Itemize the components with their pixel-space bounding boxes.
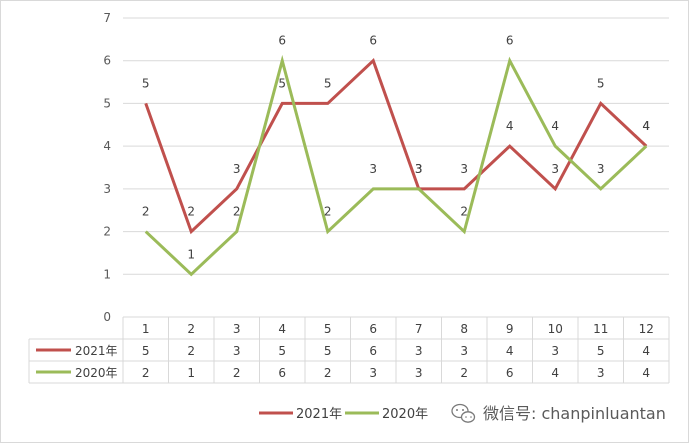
table-cell: 5 <box>278 344 286 358</box>
series-lines <box>146 61 647 275</box>
data-label: 6 <box>369 34 377 48</box>
x-tick-label: 12 <box>639 322 654 336</box>
y-tick-label: 2 <box>103 225 111 239</box>
x-tick-label: 4 <box>278 322 286 336</box>
table-cell: 5 <box>142 344 150 358</box>
y-tick-label: 3 <box>103 182 111 196</box>
legend: 2021年 2020年 <box>259 407 428 422</box>
table-cell: 6 <box>506 366 514 380</box>
x-tick-label: 2 <box>187 322 195 336</box>
data-label: 5 <box>142 76 150 90</box>
y-axis-ticks: 0 1 2 3 4 5 6 7 <box>103 11 111 324</box>
table-cell: 3 <box>551 344 559 358</box>
data-label: 3 <box>551 162 559 176</box>
table-cell: 2 <box>460 366 468 380</box>
table-cell: 3 <box>233 344 241 358</box>
y-tick-label: 4 <box>103 139 111 153</box>
y-tick-label: 0 <box>103 310 111 324</box>
series-line-2 <box>146 61 647 275</box>
x-tick-label: 6 <box>369 322 377 336</box>
table-cell: 2 <box>233 366 241 380</box>
watermark-text: 微信号: chanpinluantan <box>483 404 666 423</box>
x-tick-label: 7 <box>415 322 423 336</box>
table-cell: 5 <box>324 344 332 358</box>
table-cell: 5 <box>597 344 605 358</box>
data-label: 4 <box>551 119 559 133</box>
table-cell: 3 <box>415 344 423 358</box>
data-label: 1 <box>187 247 195 261</box>
table-cell: 3 <box>597 366 605 380</box>
x-tick-label: 5 <box>324 322 332 336</box>
table-cell: 2 <box>142 366 150 380</box>
x-tick-label: 11 <box>593 322 608 336</box>
table-cell: 2 <box>187 344 195 358</box>
table-cell: 3 <box>415 366 423 380</box>
table-cell: 4 <box>642 344 650 358</box>
table-series-name: 2021年 <box>75 344 118 358</box>
data-label: 5 <box>324 76 332 90</box>
data-label: 3 <box>233 162 241 176</box>
data-label: 2 <box>142 205 150 219</box>
table-series-name: 2020年 <box>75 366 118 380</box>
data-label: 5 <box>597 76 605 90</box>
data-label: 2 <box>324 205 332 219</box>
table-cell: 4 <box>551 366 559 380</box>
table-cell: 6 <box>369 344 377 358</box>
table-cell: 4 <box>642 366 650 380</box>
x-tick-label: 9 <box>506 322 514 336</box>
x-tick-label: 8 <box>460 322 468 336</box>
y-tick-label: 7 <box>103 11 111 25</box>
table-cell: 1 <box>187 366 195 380</box>
data-label: 5 <box>278 76 286 90</box>
x-tick-label: 1 <box>142 322 150 336</box>
data-label: 4 <box>642 119 650 133</box>
watermark: 微信号: chanpinluantan <box>452 404 666 423</box>
y-tick-label: 5 <box>103 96 111 110</box>
grid <box>123 18 669 274</box>
data-label: 6 <box>278 34 286 48</box>
data-label: 2 <box>187 205 195 219</box>
table-cell: 3 <box>460 344 468 358</box>
x-tick-label: 3 <box>233 322 241 336</box>
data-label: 4 <box>506 119 514 133</box>
y-tick-label: 1 <box>103 267 111 281</box>
x-tick-label: 10 <box>548 322 563 336</box>
table-cell: 6 <box>278 366 286 380</box>
wechat-icon <box>452 405 475 423</box>
data-label: 3 <box>597 162 605 176</box>
table-cell: 4 <box>506 344 514 358</box>
table-cell: 2 <box>324 366 332 380</box>
data-label: 3 <box>415 162 423 176</box>
legend-label: 2021年 <box>296 407 342 422</box>
data-label: 3 <box>460 162 468 176</box>
data-label: 2 <box>460 205 468 219</box>
y-tick-label: 6 <box>103 54 111 68</box>
data-label: 2 <box>233 205 241 219</box>
data-label: 3 <box>369 162 377 176</box>
legend-label: 2020年 <box>382 407 428 422</box>
table-cell: 3 <box>369 366 377 380</box>
data-label: 6 <box>506 34 514 48</box>
